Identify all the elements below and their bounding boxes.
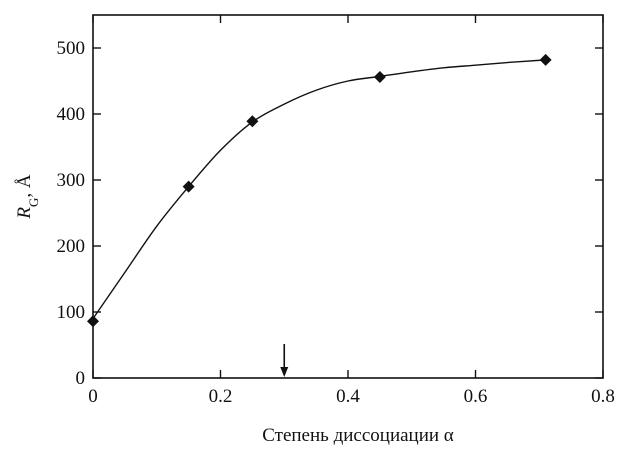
y-axis-label-subscript: G: [26, 198, 41, 207]
y-axis-label-unit: , Å: [14, 174, 35, 198]
data-point-marker: [182, 180, 195, 193]
y-axis-label: RG, Å: [14, 174, 41, 220]
chart-tick-labels: 0 0.2 0.4 0.6 0.8 0 100 200 300 400 500: [57, 38, 615, 407]
y-tick-label: 300: [57, 170, 86, 191]
x-tick-label: 0.6: [464, 386, 488, 407]
arrow-head: [280, 367, 289, 377]
chart-curve-layer: [92, 59, 546, 319]
y-tick-label: 0: [76, 368, 86, 389]
chart-ticks: [92, 15, 604, 379]
y-axis-label-main: R: [14, 207, 35, 220]
x-tick-label: 0.4: [336, 386, 360, 407]
chart-axes: [92, 14, 604, 379]
x-axis-label: Степень диссоциации α: [262, 425, 454, 446]
data-point-marker: [539, 53, 552, 66]
data-point-marker: [373, 71, 386, 84]
x-tick-label: 0: [88, 386, 98, 407]
chart-annotation-layer: [280, 344, 289, 377]
y-tick-label: 100: [57, 302, 86, 323]
y-tick-label: 400: [57, 104, 86, 125]
data-point-marker: [87, 315, 99, 328]
data-point-marker: [246, 115, 259, 128]
y-tick-label: 200: [57, 236, 86, 257]
x-tick-label: 0.8: [591, 386, 615, 407]
chart-marker-layer: [87, 53, 552, 328]
plot-frame: [92, 14, 604, 379]
y-tick-label: 500: [57, 38, 86, 59]
fitted-curve: [92, 59, 546, 319]
x-tick-label: 0.2: [209, 386, 233, 407]
